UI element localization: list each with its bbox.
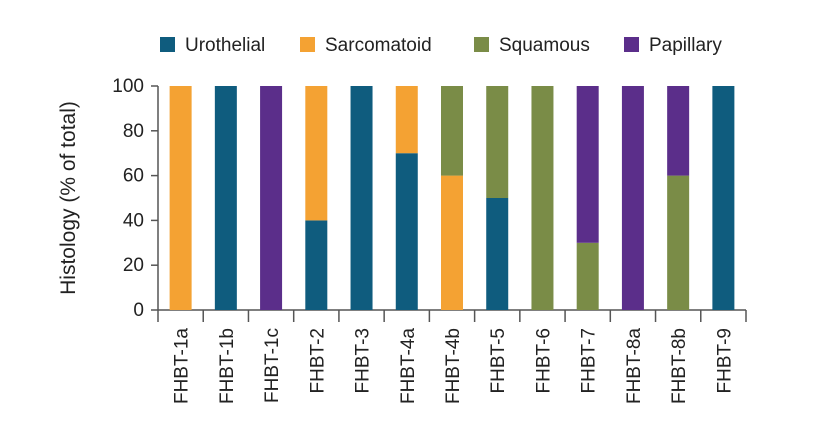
x-tick-label: FHBT-1c (262, 328, 283, 403)
bar-segment (712, 86, 735, 310)
x-tick-label: FHBT-9 (714, 328, 735, 393)
x-tick-label: FHBT-8b (669, 328, 690, 404)
y-tick-label: 40 (123, 210, 144, 231)
bar-segment (576, 242, 599, 310)
bar-segment (531, 86, 554, 310)
x-tick-label: FHBT-1a (172, 328, 193, 404)
y-tick-label: 100 (112, 76, 144, 97)
bar-segment (395, 86, 418, 154)
bar-segment (621, 86, 644, 310)
legend-swatch (624, 37, 639, 52)
bar-segment (395, 153, 418, 310)
legend-label: Papillary (649, 35, 722, 56)
x-tick-label: FHBT-7 (579, 328, 600, 393)
y-tick-label: 0 (133, 300, 144, 321)
x-tick-label: FHBT-6 (533, 328, 554, 393)
legend: Urothelial Sarcomatoid Squamous Papillary (160, 35, 722, 56)
bar-segment (667, 175, 690, 310)
bar-segment (441, 175, 463, 310)
bar-segment (260, 86, 283, 310)
y-axis: 0 20 40 60 80 100 (112, 76, 159, 321)
legend-swatch (474, 37, 489, 52)
bar-segment (576, 86, 599, 243)
bar-segment (667, 86, 690, 176)
legend-label: Sarcomatoid (325, 35, 432, 56)
legend-label: Urothelial (185, 35, 265, 56)
y-tick-label: 60 (123, 166, 144, 187)
bar-segment (305, 86, 328, 221)
bar-segment (169, 86, 192, 310)
bar-segment (486, 86, 509, 198)
x-tick-label: FHBT-4a (398, 328, 419, 404)
x-tick-label: FHBT-3 (353, 328, 374, 393)
legend-label: Squamous (499, 35, 590, 56)
bars (169, 86, 735, 310)
bar-segment (305, 220, 328, 310)
y-axis-label: Histology (% of total) (57, 101, 80, 295)
bar-segment (214, 86, 237, 310)
y-tick-label: 20 (123, 255, 144, 276)
legend-swatch (160, 37, 175, 52)
x-tick-label: FHBT-1b (217, 328, 238, 404)
y-tick-label: 80 (123, 121, 144, 142)
x-axis: FHBT-1a FHBT-1b FHBT-1c FHBT-2 FHBT-3 FHBT-4a… (157, 309, 747, 404)
x-tick-label: FHBT-8a (624, 328, 645, 404)
bar-segment (486, 198, 509, 310)
bar-segment (350, 86, 373, 310)
legend-swatch (300, 37, 315, 52)
x-tick-label: FHBT-5 (488, 328, 509, 393)
bar-segment (441, 86, 463, 176)
x-tick-label: FHBT-2 (307, 328, 328, 393)
x-tick-label: FHBT-4b (443, 328, 464, 404)
